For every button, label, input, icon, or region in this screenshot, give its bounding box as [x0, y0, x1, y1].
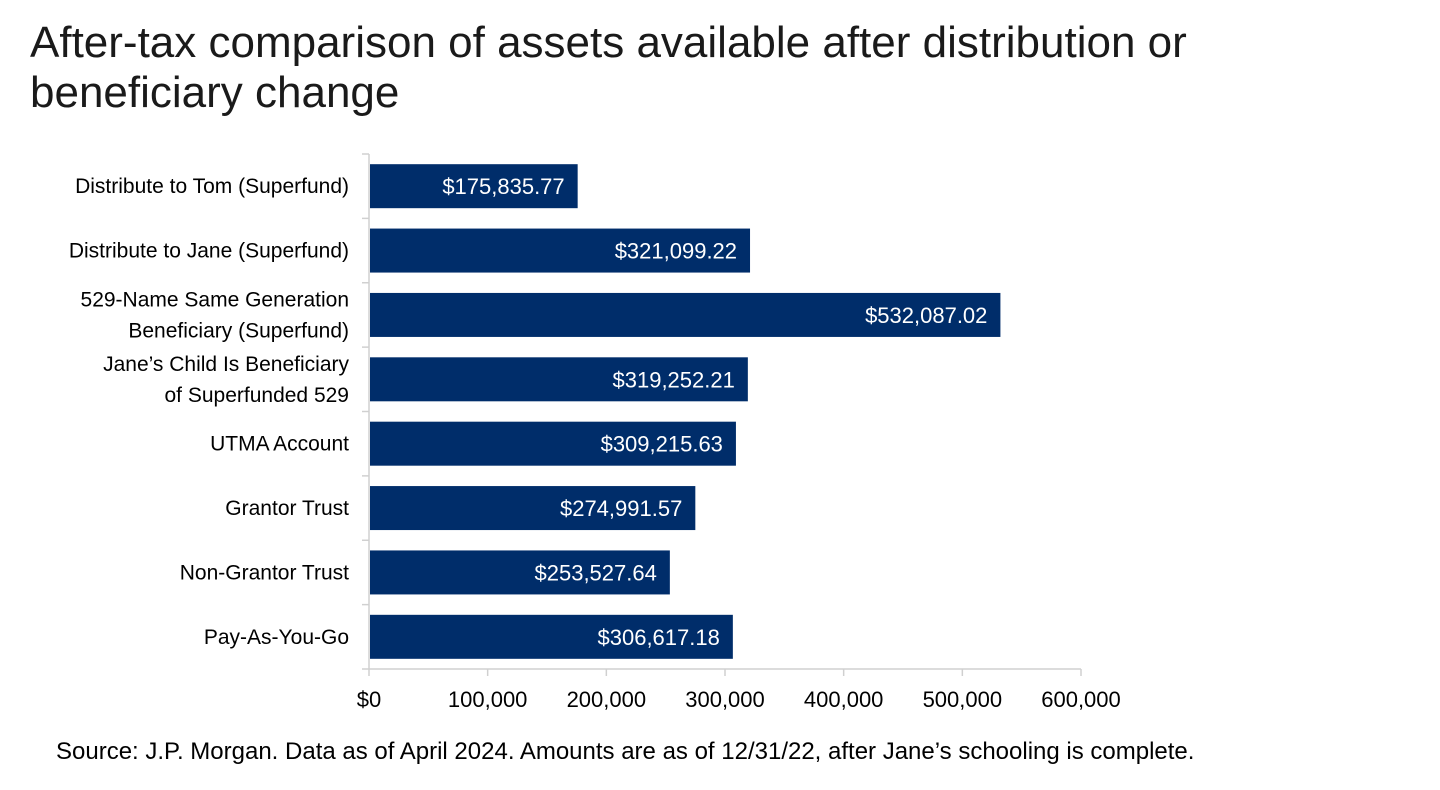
category-label-line: Pay-As-You-Go	[204, 626, 349, 649]
bar	[370, 550, 670, 595]
category-label: UTMA Account	[210, 433, 349, 456]
category-label-line: Jane’s Child Is Beneficiary	[103, 353, 349, 376]
bar	[370, 421, 736, 466]
chart-title: After-tax comparison of assets available…	[30, 18, 1187, 117]
category-label-line: Grantor Trust	[225, 497, 349, 520]
bar	[370, 486, 696, 531]
bar	[370, 164, 578, 209]
category-label-line: UTMA Account	[210, 433, 349, 456]
category-label-line: Distribute to Tom (Superfund)	[75, 175, 349, 198]
bar-value-label: $532,087.02	[865, 303, 987, 328]
bar	[370, 357, 748, 402]
category-label-line: Distribute to Jane (Superfund)	[69, 240, 349, 263]
bar-value-label: $306,617.18	[598, 625, 720, 650]
category-label: Jane’s Child Is Beneficiary of Superfunde…	[103, 353, 349, 407]
x-tick-label: 600,000	[1041, 687, 1121, 712]
category-label: 529-Name Same Generation Beneficiary (Sup…	[81, 288, 349, 342]
category-label: Non-Grantor Trust	[180, 561, 349, 584]
x-tick-label: 300,000	[685, 687, 765, 712]
category-label: Grantor Trust	[225, 497, 349, 520]
x-tick-label: 500,000	[923, 687, 1003, 712]
category-label-line: Beneficiary (Superfund)	[128, 319, 349, 342]
x-tick-label: 400,000	[804, 687, 884, 712]
category-label-line: of Superfunded 529	[165, 384, 350, 407]
bar-value-label: $309,215.63	[601, 432, 723, 457]
bar-value-label: $274,991.57	[560, 496, 682, 521]
bar	[370, 228, 751, 273]
bar	[370, 614, 733, 659]
category-label: Pay-As-You-Go	[204, 626, 349, 649]
bar	[370, 292, 1001, 337]
bar-value-label: $321,099.22	[615, 239, 737, 264]
category-label: Distribute to Tom (Superfund)	[75, 175, 349, 198]
x-tick-label: 100,000	[448, 687, 528, 712]
category-label-line: 529-Name Same Generation	[81, 288, 349, 311]
category-label: Distribute to Jane (Superfund)	[69, 240, 349, 263]
bar-value-label: $253,527.64	[535, 560, 657, 585]
bar-value-label: $319,252.21	[613, 367, 735, 392]
bar-value-label: $175,835.77	[442, 174, 564, 199]
x-tick-label: $0	[357, 687, 381, 712]
category-label-line: Non-Grantor Trust	[180, 561, 349, 584]
source-note: Source: J.P. Morgan. Data as of April 20…	[56, 738, 1195, 765]
x-tick-label: 200,000	[567, 687, 647, 712]
